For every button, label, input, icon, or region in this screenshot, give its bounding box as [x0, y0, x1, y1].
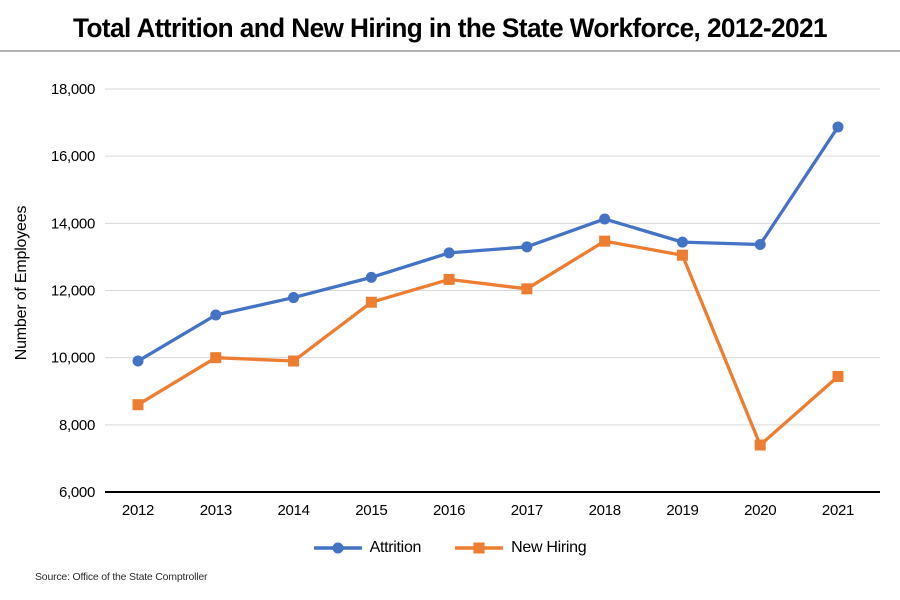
x-tick-label: 2016	[433, 502, 465, 519]
x-tick-label: 2018	[589, 502, 621, 519]
new-hiring-point	[676, 249, 688, 261]
attrition-point	[599, 213, 611, 225]
new-hiring-point	[365, 296, 377, 308]
y-tick-label: 16,000	[51, 148, 95, 165]
attrition-line	[136, 125, 840, 363]
legend-item-attrition: Attrition	[313, 539, 422, 557]
y-tick-label: 10,000	[51, 350, 95, 367]
y-tick-label: 8,000	[59, 417, 95, 434]
line-chart-plot: 6,000 8,000 10,000 12,000 14,000 16,000 18,000…	[51, 81, 880, 519]
new-hiring-point	[521, 283, 533, 295]
attrition-line-marker-icon	[313, 542, 362, 554]
attrition-point	[521, 241, 533, 253]
legend-item-new-hiring: New Hiring	[455, 539, 587, 557]
y-tick-label: 14,000	[51, 215, 95, 232]
x-tick-label: 2020	[744, 502, 776, 519]
legend-label-new-hiring: New Hiring	[511, 539, 587, 556]
chart-area: Number of Employees 6,000 8,000 10,000 12,0…	[0, 52, 900, 527]
attrition-point	[443, 247, 455, 259]
chart-title: Total Attrition and New Hiring in the St…	[73, 13, 828, 43]
x-tick-label: 2021	[822, 502, 854, 519]
source-note: Source: Office of the State Comptroller	[35, 571, 208, 583]
legend-swatch-marker	[332, 542, 344, 554]
attrition-point	[676, 236, 688, 248]
new-hiring-point	[443, 273, 455, 285]
x-tick-label: 2013	[200, 502, 232, 519]
y-tick-label: 12,000	[51, 283, 95, 300]
new-hiring-point	[210, 352, 222, 364]
y-tick-label: 18,000	[51, 81, 95, 98]
x-tick-label: 2015	[355, 502, 387, 519]
attrition-point	[365, 271, 377, 283]
attrition-point	[288, 292, 300, 304]
y-tick-label: 6,000	[59, 484, 95, 501]
new-hiring-line	[136, 239, 840, 447]
attrition-point	[210, 309, 222, 321]
new-hiring-point	[288, 355, 300, 367]
attrition-point	[132, 355, 144, 367]
chart-header: Total Attrition and New Hiring in the St…	[0, 0, 900, 52]
legend-swatch-marker	[473, 542, 485, 554]
x-tick-label: 2012	[122, 502, 154, 519]
x-tick-label: 2017	[511, 502, 543, 519]
new-hiring-point	[754, 439, 766, 451]
legend-label-attrition: Attrition	[369, 539, 422, 556]
new-hiring-point	[132, 399, 144, 411]
legend: Attrition New Hiring	[0, 539, 900, 557]
x-tick-label: 2019	[666, 502, 698, 519]
y-axis-title: Number of Employees	[13, 205, 30, 361]
new-hiring-point	[599, 235, 611, 247]
new-hiring-line-marker-icon	[455, 542, 504, 554]
x-tick-label: 2014	[277, 502, 309, 519]
new-hiring-point	[832, 370, 844, 382]
attrition-point	[832, 121, 844, 133]
attrition-point	[754, 238, 766, 250]
